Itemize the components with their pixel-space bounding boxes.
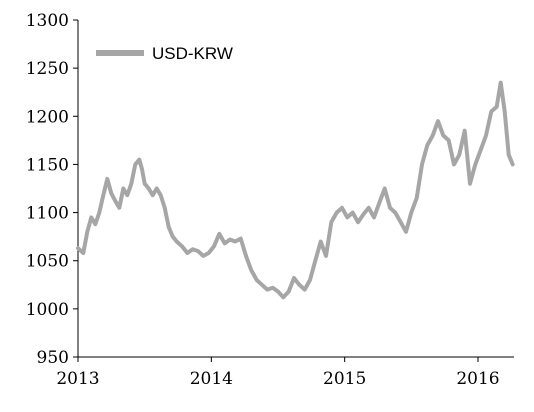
y-tick-label: 1100 [26,204,69,224]
x-tick-label: 2016 [456,369,499,389]
legend: USD-KRW [96,44,233,63]
axes: 950 1000 1050 1100 1150 1200 1250 1300 2013 2014 2… [26,11,514,389]
series-layer [76,80,515,300]
y-tick-label: 1150 [26,155,69,175]
y-tick-label: 1200 [26,107,69,127]
x-tick-label: 2013 [56,369,99,389]
y-tick-label: 1000 [26,300,69,320]
y-tick-label: 1300 [26,11,69,31]
legend-label: USD-KRW [152,44,233,63]
y-tick-label: 1250 [26,59,69,79]
y-tick-label: 950 [37,348,69,368]
x-tick-label: 2014 [190,369,233,389]
series-line [76,80,515,300]
x-tick-label: 2015 [323,369,366,389]
y-tick-label: 1050 [26,252,69,272]
